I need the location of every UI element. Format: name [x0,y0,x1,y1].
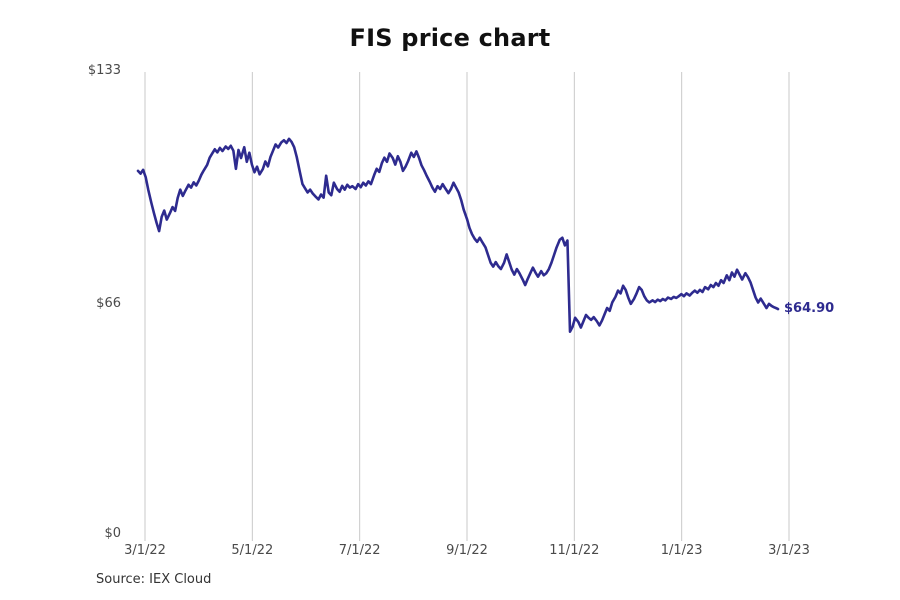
x-axis-tick-label: 1/1/23 [660,543,703,558]
x-axis-tick-label: 5/1/22 [231,543,274,558]
x-axis-tick-label: 3/1/22 [124,543,166,558]
x-axis-tick-label: 9/1/22 [446,543,488,558]
axis-ticks [144,535,790,541]
source-attribution: Source: IEX Cloud [96,572,212,587]
y-axis-tick-label: $133 [87,63,121,78]
gridlines [144,72,790,535]
last-price-label: $64.90 [784,301,835,317]
x-axis-tick-label: 7/1/22 [338,543,381,558]
page-title: FIS price chart [349,24,551,52]
y-axis-tick-label: $66 [96,296,121,312]
y-axis-tick-label: $0 [104,526,121,541]
price-line-series [136,137,780,333]
x-axis-tick-label: 11/1/22 [549,543,600,558]
x-axis-tick-label: 3/1/23 [768,543,810,558]
